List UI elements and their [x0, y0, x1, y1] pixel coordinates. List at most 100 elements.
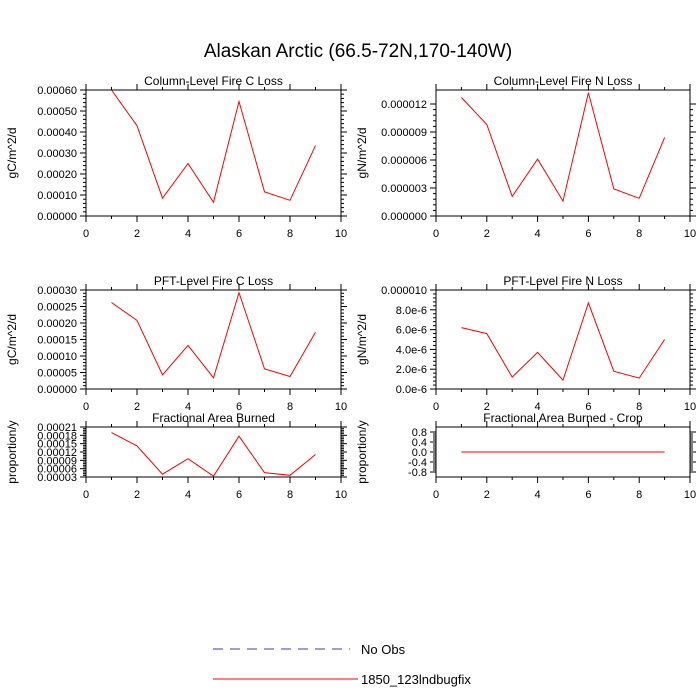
- legend-no-obs-label: No Obs: [361, 642, 406, 657]
- x-tick-label: 10: [335, 489, 347, 501]
- y-axis-label: gC/m^2/d: [5, 128, 19, 179]
- y-tick-label: 0.000000: [381, 211, 427, 223]
- y-tick-label: -0.4: [408, 457, 427, 469]
- x-tick-label: 6: [236, 489, 242, 501]
- series-line: [461, 92, 666, 203]
- x-tick-label: 4: [185, 489, 191, 501]
- panel-5: Fractional Area Burned proportion/y 0 2 4 6 8 1…: [5, 411, 347, 501]
- figure-title: Alaskan Arctic (66.5-72N,170-140W): [204, 41, 512, 62]
- plot-frame: [85, 89, 342, 217]
- panel-title: PFT-Level Fire C Loss: [154, 274, 273, 288]
- x-tick-label: 4: [535, 489, 541, 501]
- legend-series-label: 1850_123lndbugfix: [361, 672, 471, 687]
- x-tick-label: 4: [535, 228, 541, 240]
- panel-title: Fractional Area Burned - Crop: [483, 411, 643, 425]
- y-axis-label: proportion/y: [355, 420, 369, 483]
- x-tick-label: 10: [684, 489, 696, 501]
- panel-2: Column-Level Fire N Loss gN/m^2/d 0 2 4 6 8 10 0…: [355, 74, 696, 240]
- y-tick-label: 2.0e-6: [396, 364, 427, 376]
- y-tick-label: 0.00012: [37, 447, 77, 459]
- x-tick-label: 6: [236, 401, 242, 413]
- panel-title: PFT-Level Fire N Loss: [503, 274, 622, 288]
- x-tick-label: 10: [684, 228, 696, 240]
- series-line: [111, 290, 316, 379]
- x-tick-label: 4: [185, 401, 191, 413]
- y-tick-label: 0.00020: [37, 169, 77, 181]
- x-tick-label: 8: [636, 489, 642, 501]
- y-tick-label: 0.00020: [37, 318, 77, 330]
- x-tick-label: 2: [484, 401, 490, 413]
- x-tick-label: 8: [636, 401, 642, 413]
- y-tick-label: 6.0e-6: [396, 325, 427, 337]
- x-tick-label: 2: [484, 228, 490, 240]
- panel-title: Fractional Area Burned: [152, 411, 275, 425]
- y-tick-label: 8.0e-6: [396, 305, 427, 317]
- x-tick-label: 0: [433, 228, 439, 240]
- x-tick-label: 2: [134, 228, 140, 240]
- y-tick-label: 0.000006: [381, 155, 427, 167]
- y-tick-label: 4.0e-6: [396, 344, 427, 356]
- x-tick-label: 0: [83, 489, 89, 501]
- y-tick-label: 0.00018: [37, 430, 77, 442]
- y-tick-label: 0.00010: [37, 190, 77, 202]
- y-tick-label: 0.00030: [37, 285, 77, 297]
- y-tick-label: 0.00030: [37, 148, 77, 160]
- x-tick-label: 6: [236, 228, 242, 240]
- x-tick-label: 4: [535, 401, 541, 413]
- x-tick-label: 10: [684, 401, 696, 413]
- panel-title: Column-Level Fire N Loss: [494, 74, 633, 88]
- y-tick-label: 0.000012: [381, 99, 427, 111]
- x-tick-label: 4: [185, 228, 191, 240]
- x-tick-label: 0: [83, 228, 89, 240]
- x-tick-label: 10: [335, 228, 347, 240]
- y-tick-label: 0.4: [412, 437, 427, 449]
- y-tick-label: 0.00010: [37, 351, 77, 363]
- y-tick-label: 0.00000: [37, 211, 77, 223]
- x-tick-label: 0: [433, 489, 439, 501]
- panel-4: PFT-Level Fire N Loss gN/m^2/d 0 2 4 6 8 10 0.0e…: [355, 274, 696, 413]
- x-tick-label: 0: [433, 401, 439, 413]
- y-axis-label: gN/m^2/d: [355, 314, 369, 365]
- y-axis-label: proportion/y: [5, 420, 19, 483]
- y-tick-label: 0.00009: [37, 455, 77, 467]
- y-axis-label: gN/m^2/d: [355, 128, 369, 179]
- y-tick-label: 0.00025: [37, 302, 77, 314]
- series-line: [111, 89, 316, 204]
- y-tick-label: 0.000010: [381, 285, 427, 297]
- plot-frame: [435, 289, 691, 390]
- x-tick-label: 2: [134, 489, 140, 501]
- panels: Column-Level Fire C Loss gC/m^2/d 0 2 4 6 8 10 0…: [5, 74, 696, 501]
- y-tick-label: 0.000003: [381, 183, 427, 195]
- y-tick-label: 0.00003: [37, 472, 77, 484]
- y-tick-label: 0.00015: [37, 439, 77, 451]
- panel-title: Column-Level Fire C Loss: [144, 74, 283, 88]
- x-tick-label: 8: [636, 228, 642, 240]
- y-tick-label: 0.00040: [37, 127, 77, 139]
- x-tick-label: 6: [585, 228, 591, 240]
- x-tick-label: 6: [585, 401, 591, 413]
- x-tick-label: 8: [287, 489, 293, 501]
- x-tick-label: 10: [335, 401, 347, 413]
- y-axis-label: gC/m^2/d: [5, 314, 19, 365]
- y-tick-label: 0.00000: [37, 384, 77, 396]
- plot-frame: [435, 89, 691, 217]
- panel-3: PFT-Level Fire C Loss gC/m^2/d 0 2 4 6 8 10 0.00…: [5, 274, 347, 413]
- y-tick-label: 0.00005: [37, 368, 77, 380]
- x-tick-label: 0: [83, 401, 89, 413]
- plot-frame: [85, 289, 342, 390]
- y-tick-label: 0.000009: [381, 127, 427, 139]
- x-tick-label: 8: [287, 228, 293, 240]
- x-tick-label: 8: [287, 401, 293, 413]
- x-tick-label: 6: [585, 489, 591, 501]
- y-tick-label: 0.8: [412, 427, 427, 439]
- y-tick-label: -0.8: [408, 467, 427, 479]
- y-tick-label: 0.0e-6: [396, 384, 427, 396]
- panel-1: Column-Level Fire C Loss gC/m^2/d 0 2 4 6 8 10 0…: [5, 74, 347, 240]
- y-tick-label: 0.00006: [37, 464, 77, 476]
- y-tick-label: 0.00015: [37, 335, 77, 347]
- panel-6: Fractional Area Burned - Crop proportion/…: [355, 411, 696, 501]
- y-tick-label: 0.00021: [37, 422, 77, 434]
- y-tick-label: 0.0: [412, 447, 427, 459]
- series-line: [111, 432, 316, 477]
